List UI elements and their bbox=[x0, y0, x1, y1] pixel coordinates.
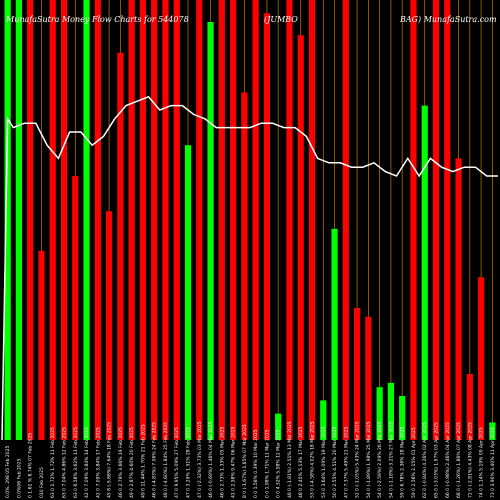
x-tick-label: 47 0 (-2.32%) 3.73% 03 Mar 2025 bbox=[197, 421, 203, 498]
x-tick-label: 65 0 (-3.03%) 1.97% 03 Apr 2025 bbox=[434, 422, 440, 498]
x-tick-label: 62 0 (-0.84%) 4.26% 02 Apr 2025 bbox=[422, 422, 428, 498]
bar-down-25 bbox=[286, 0, 293, 440]
bar-down-22 bbox=[252, 0, 259, 440]
x-tick-label: 74 0 1.14% 5.19% 09 Apr 2025 bbox=[479, 427, 485, 498]
bar-down-5 bbox=[60, 0, 68, 440]
bar-series bbox=[4, 0, 496, 441]
bar-up-33 bbox=[376, 387, 383, 440]
x-tick-label: 46 0 2.73% 1.33% 05 Mar 2025 bbox=[219, 426, 225, 498]
x-tick-label: 47 0 3.29% 1.51% 28 Feb 2025 bbox=[186, 427, 192, 498]
x-tick-label: 47 0 7.37% 5.49% 21 Mar 2025 bbox=[343, 426, 349, 498]
bar-down-42 bbox=[477, 277, 485, 440]
x-tick-label: 42 0 7.09% 3.84% 14 Feb 2025 bbox=[84, 427, 90, 498]
bar-down-10 bbox=[117, 52, 124, 441]
x-tick-label: 0 0 1.58% 0.39% 10 Mar 2025 bbox=[253, 429, 259, 498]
bar-down-41 bbox=[466, 374, 473, 440]
x-tick-label: 0 0 1.98% 1.71% 11 Mar 2025 bbox=[264, 429, 270, 498]
bar-down-15 bbox=[173, 0, 180, 440]
bar-up-0 bbox=[4, 0, 11, 440]
x-tick-label: 53 0 (-4.58%) 4.02% 18 Mar 2025 bbox=[310, 421, 316, 498]
x-tick-label: 0 1.61 % 8.74% 07 Feb 2025 bbox=[28, 433, 34, 498]
bar-down-39 bbox=[444, 0, 451, 440]
x-tick-label: 63 0 6.58% 3.62% 13 Feb 2025 bbox=[73, 427, 79, 498]
bar-down-27 bbox=[308, 0, 316, 440]
x-tick-label: 45 8 (-5.68%) 7.64% 18 Feb 2025 bbox=[107, 422, 113, 498]
bar-down-26 bbox=[297, 35, 304, 440]
x-tick-label: 48 0 2.45% 5.13% 17 Mar 2025 bbox=[298, 426, 304, 498]
bar-down-4 bbox=[49, 0, 56, 440]
x-tick-label: 8 0 (-1.67%) 1.85% 07 Mar 2025 bbox=[242, 424, 248, 498]
bar-down-21 bbox=[241, 92, 248, 441]
x-tick-label: 73 0 3.90% 3.40% 11 Apr 2025 bbox=[490, 427, 496, 498]
x-tick-label: 54 0 (-2.59%) 2.09% 26 Mar 2025 bbox=[377, 421, 383, 498]
x-tick-label: 42 0 7.09% 3.84% 17 Feb 2025 bbox=[95, 427, 101, 498]
x-tick-label: 46 0 2.79% 3.66% 19 Feb 2025 bbox=[118, 427, 124, 498]
bar-down-2 bbox=[27, 0, 34, 440]
x-tick-label: 63 0 1.72% 1.72% 11 Feb 2025 bbox=[50, 427, 56, 498]
bar-up-37 bbox=[421, 105, 428, 440]
bar-down-32 bbox=[365, 316, 372, 440]
bar-up-28 bbox=[320, 400, 327, 440]
x-tick-label: 54 0 (-1.18%) 3.21% 27 Mar 2025 bbox=[388, 421, 394, 498]
chart-title-part-2: (JUMBO bbox=[264, 15, 298, 24]
bar-up-35 bbox=[399, 396, 406, 440]
bar-down-23 bbox=[263, 13, 271, 440]
x-tick-label: 59 0 6.78% 2.36% 28 Mar 2025 bbox=[400, 426, 406, 498]
bar-down-30 bbox=[342, 0, 349, 440]
x-tick-label: 68 0 (-1.26%) 1.86% 07 Apr 2025 bbox=[456, 422, 462, 498]
x-tick-label: 59 0 2.56% 2.15% 01 Apr 2025 bbox=[411, 427, 417, 498]
x-tick-label: 46 0 (-0.69%) 1.46% 04 Mar 2025 bbox=[208, 421, 214, 498]
x-tick-label: 50 0 2.55% 4.51% 20 Mar 2025 bbox=[332, 426, 338, 498]
chart-title-part-1: MunafaSutra Money Flow Charts for 544078 bbox=[5, 15, 189, 24]
x-tick-label: 66 0 (-0.98%) 2.46% 04 Apr 2025 bbox=[445, 422, 451, 498]
x-tick-label: 48 0 (-1.81%) 2.51% 13 Mar 2025 bbox=[287, 421, 293, 498]
bar-down-31 bbox=[353, 308, 361, 440]
x-tick-label: 49 0 11.44% 1.70% 21 Feb 2025 bbox=[140, 424, 146, 498]
bar-down-3 bbox=[38, 250, 45, 440]
chart-title-part-3: BAG) MunafaSutra.com bbox=[399, 15, 497, 24]
bar-down-13 bbox=[151, 0, 158, 440]
bar-up-29 bbox=[331, 228, 338, 440]
bar-down-11 bbox=[128, 0, 135, 440]
x-tick-label: 0.0%, 298 05 Feb 2025 bbox=[5, 446, 11, 498]
bar-down-36 bbox=[410, 0, 417, 440]
x-tick-label: 63 0 7.04% 4.86% 12 Feb 2025 bbox=[62, 427, 68, 498]
bar-up-16 bbox=[184, 145, 192, 440]
x-tick-label: 49 0 2.87% 4.60% 20 Feb 2025 bbox=[129, 427, 135, 498]
grid-lines bbox=[7, 0, 493, 440]
bar-down-8 bbox=[94, 0, 101, 440]
bar-down-19 bbox=[218, 0, 225, 440]
bar-down-17 bbox=[196, 0, 203, 440]
bar-down-12 bbox=[139, 0, 147, 440]
x-tick-label: 46 0 (-4.83%) 7.06% 24 Feb 2025 bbox=[152, 422, 158, 498]
bar-up-34 bbox=[387, 382, 395, 440]
x-tick-label: 48 0 (-4.60%) 1.84% 25 Feb 2025 bbox=[163, 422, 169, 498]
bar-up-1 bbox=[15, 0, 23, 440]
x-tick-label: 53 0 3.64% 1.09% 19 Mar 2025 bbox=[321, 426, 327, 498]
x-tick-label: 0 0 4.32% 5.58% 12 Mar 2025 bbox=[276, 429, 282, 498]
bar-up-18 bbox=[207, 22, 214, 440]
bar-down-9 bbox=[105, 211, 113, 440]
bar-up-7 bbox=[83, 0, 90, 440]
x-tick-label: 72 0 (-2.81%) 4.43% 08 Apr 2025 bbox=[467, 422, 473, 498]
bar-down-6 bbox=[72, 176, 79, 440]
x-tick-label: 41 0 2.58% 9.47% 06 Mar 2025 bbox=[231, 426, 237, 498]
x-tick-label: 52 0 (-1.05%) 5.43% 24 Mar 2025 bbox=[355, 421, 361, 498]
bar-up-24 bbox=[275, 413, 282, 440]
bar-down-40 bbox=[455, 158, 462, 440]
bar-up-43 bbox=[489, 422, 496, 440]
x-tick-label: 54 0 (-1.89%) 1.98% 25 Mar 2025 bbox=[366, 421, 372, 498]
bar-down-38 bbox=[432, 0, 440, 440]
x-tick-label: 47 0 9.95% 5.09% 27 Feb 2025 bbox=[174, 427, 180, 498]
bar-down-14 bbox=[162, 0, 169, 440]
x-axis-tick-labels: 0.0%, 298 05 Feb 2025 0.0%06 Feb 2025 0 1.… bbox=[5, 421, 496, 498]
bar-down-20 bbox=[229, 0, 237, 440]
x-tick-label: 0.0%06 Feb 2025 bbox=[16, 458, 22, 498]
money-flow-line bbox=[1, 95, 498, 441]
x-tick-label: 010 Feb 2025 bbox=[39, 467, 45, 498]
